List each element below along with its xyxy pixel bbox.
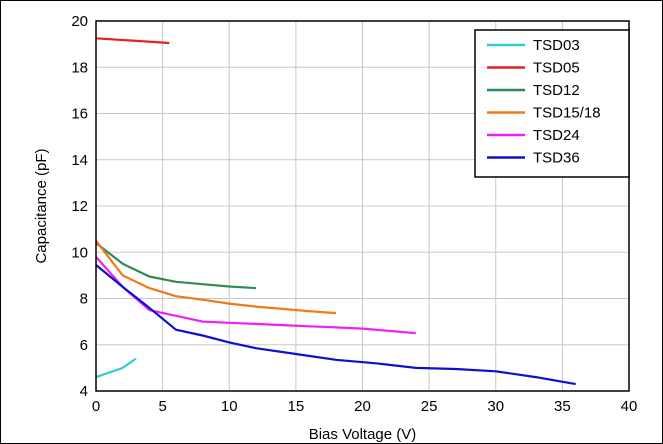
y-tick-label: 8 [80,291,88,308]
y-tick-label: 4 [80,383,88,400]
series-line-tsd12 [95,242,256,290]
legend-label-tsd12: TSD12 [533,82,580,99]
x-tick-label: 40 [621,398,638,415]
legend-label-tsd03: TSD03 [533,37,580,54]
legend-label-tsd36: TSD36 [533,150,580,167]
y-tick-label: 10 [71,244,88,261]
x-tick-label: 25 [421,398,438,415]
x-tick-label: 30 [487,398,504,415]
series-line-tsd36 [95,264,576,386]
x-tick-label: 35 [554,398,571,415]
plot-area-border [95,20,630,392]
legend-label-tsd24: TSD24 [533,127,580,144]
series-line-tsd24 [95,256,416,335]
x-tick-label: 20 [354,398,371,415]
y-tick-label: 12 [71,198,88,215]
series-line-tsd05 [95,37,170,45]
legend-box [474,29,630,178]
series-line-tsd03 [95,357,137,379]
x-tick-label: 0 [92,398,100,415]
tick-labels: 0 5 10 15 20 25 30 35 40 4 6 8 10 12 14 16 18 20 [71,13,637,415]
y-tick-label: 14 [71,152,88,169]
x-axis-title: Bias Voltage (V) [309,426,417,443]
x-tick-label: 15 [288,398,305,415]
legend-label-tsd15-18: TSD15/18 [533,105,601,122]
series-lines [95,37,576,386]
y-tick-label: 6 [80,337,88,354]
legend: TSD03 TSD05 TSD12 TSD15/18 TSD24 TSD36 [474,29,630,178]
y-tick-label: 20 [71,13,88,30]
y-tick-label: 18 [71,59,88,76]
x-tick-label: 10 [221,398,238,415]
series-line-tsd15-18 [95,240,336,315]
x-tick-label: 5 [158,398,166,415]
y-axis-title: Capacitance (pF) [33,148,50,263]
legend-label-tsd05: TSD05 [533,60,580,77]
y-tick-label: 16 [71,106,88,123]
